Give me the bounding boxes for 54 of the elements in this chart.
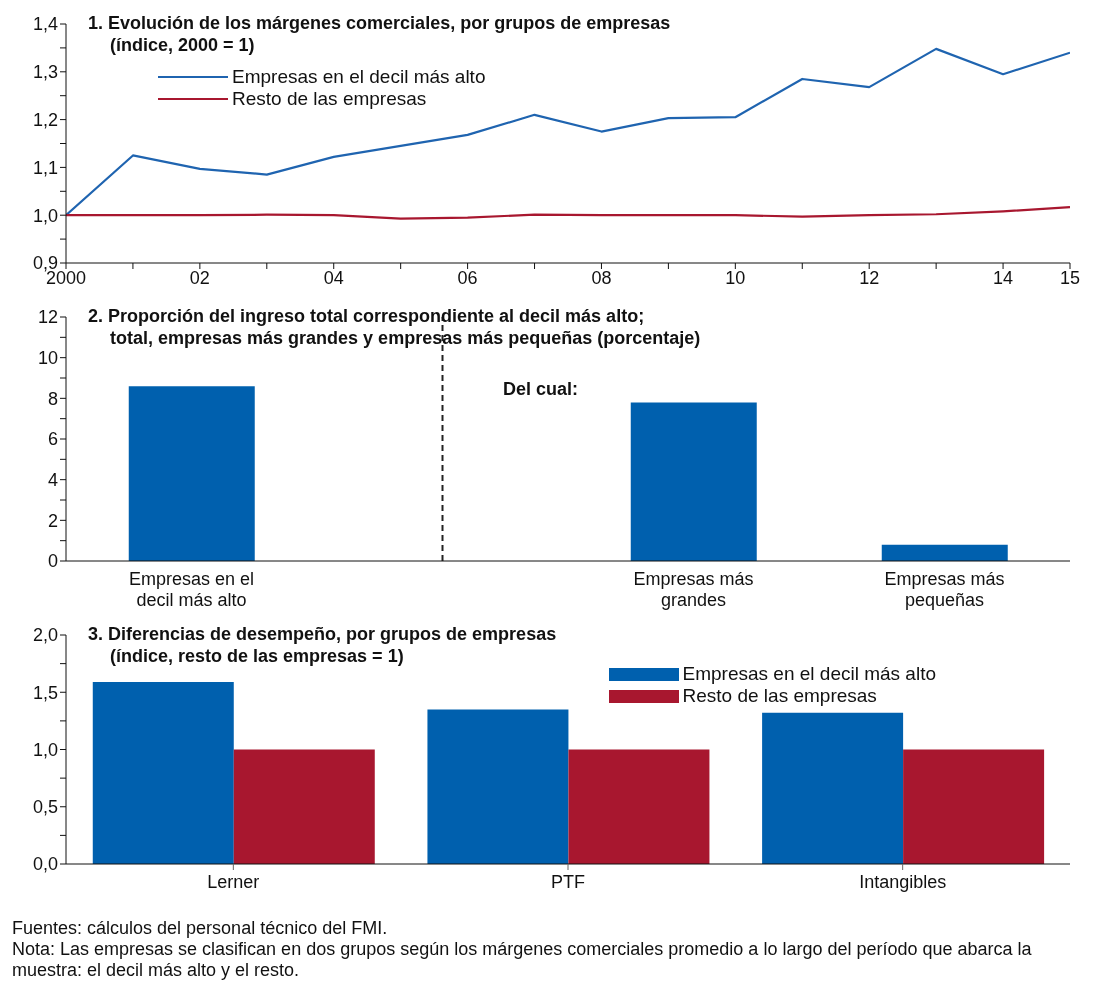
y-tick-label: 0 [47, 551, 58, 572]
x-tick-label: 02 [189, 267, 210, 288]
bar [630, 402, 757, 561]
y-tick-label: 1,5 [32, 682, 58, 703]
x-tick-label: Empresas más grandes [633, 569, 754, 610]
y-tick-label: 4 [47, 470, 58, 491]
x-tick-label: PTF [551, 872, 585, 892]
bar [427, 709, 569, 864]
y-tick-label: 1,4 [32, 14, 58, 35]
chart-title: 1. Evolución de los márgenes comerciales, por grupos de empresas [88, 12, 671, 34]
legend-label: Resto de las empresas [681, 685, 878, 707]
y-tick-label: 0,5 [32, 797, 58, 818]
x-tick-label: 14 [993, 267, 1014, 288]
line-series [66, 205, 1070, 220]
text: Nota: Las empresas se clasifican en dos grupos según los márgenes comerciales promedio a lo largo del período que abarca la muestra: el decil más alto y el resto. [12, 939, 1033, 981]
chart-title: 2. Proporción del ingreso total correspondiente al decil más alto; [88, 305, 646, 327]
bar [881, 544, 1008, 561]
bar [903, 749, 1045, 864]
y-tick-label: 10 [37, 348, 58, 369]
text: (índice, resto de las empresas = 1) [109, 645, 405, 667]
x-tick-label: Lerner [207, 872, 260, 892]
bar [233, 749, 375, 864]
x-tick-label: 10 [725, 267, 746, 288]
chart-title: 3. Diferencias de desempeño, por grupos de empresas [88, 623, 557, 645]
y-tick-label: 1,1 [32, 157, 58, 178]
source-note: Fuentes: cálculos del personal técnico del FMI. [12, 918, 389, 939]
y-tick-label: 1,0 [32, 205, 58, 226]
bar [762, 712, 904, 864]
bar [128, 386, 255, 561]
legend-label: Resto de las empresas [231, 88, 428, 110]
legend-label: Empresas en el decil más alto [231, 66, 486, 88]
bar [568, 749, 710, 864]
x-tick-label: 15 [1059, 267, 1081, 288]
x-tick-label: Intangibles [859, 872, 947, 892]
legend-label: Empresas en el decil más alto [681, 663, 936, 685]
x-tick-label: 04 [323, 267, 344, 288]
y-tick-label: 0,0 [32, 854, 58, 875]
y-tick-label: 2 [47, 510, 58, 531]
y-tick-label: 1,2 [32, 109, 58, 130]
y-tick-label: 2,0 [32, 625, 58, 646]
y-tick-label: 12 [37, 307, 58, 328]
bar [92, 681, 234, 864]
x-tick-label: 08 [591, 267, 612, 288]
text: (índice, 2000 = 1) [109, 34, 256, 56]
x-tick-label: 06 [457, 267, 478, 288]
y-tick-label: 6 [47, 429, 58, 450]
y-tick-label: 1,3 [32, 62, 58, 83]
text: total, empresas más grandes y empresas más pequeñas (porcentaje) [109, 327, 701, 349]
y-tick-label: 8 [47, 388, 58, 409]
x-tick-label: Empresas más pequeñas [884, 569, 1005, 610]
y-tick-label: 1,0 [32, 739, 58, 760]
x-tick-label: 12 [859, 267, 880, 288]
x-tick-label: Empresas en el decil más alto [128, 569, 255, 610]
annotation: Del cual: [503, 379, 579, 400]
